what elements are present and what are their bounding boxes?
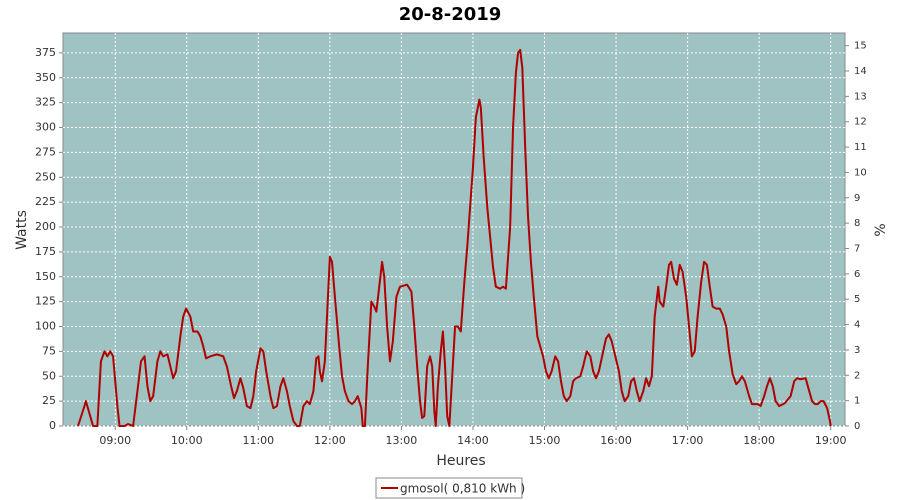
y-tick-label: 100: [35, 320, 56, 333]
y2-tick-label: 13: [854, 91, 867, 102]
y2-tick-label: 7: [854, 244, 860, 255]
y2-tick-label: 15: [854, 41, 867, 52]
legend-label: gmosol( 0,810 kWh ): [400, 482, 525, 496]
data-line: [77, 48, 832, 427]
y-tick-label: 250: [35, 170, 56, 183]
x-tick-label: 18:00: [743, 434, 775, 447]
x-tick-label: 12:00: [314, 434, 346, 447]
y-tick-label: 200: [35, 220, 56, 233]
y2-tick-label: 1: [854, 396, 860, 407]
y2-tick-label: 3: [854, 345, 860, 356]
y2-tick-label: 2: [854, 370, 860, 381]
y-tick-label: 125: [35, 295, 56, 308]
y2-axis-label: %: [873, 223, 889, 236]
y-tick-label: 150: [35, 270, 56, 283]
y2-tick-label: 10: [854, 167, 867, 178]
x-tick-label: 17:00: [672, 434, 704, 447]
y2-tick-label: 4: [854, 320, 860, 331]
y-tick-label: 300: [35, 121, 56, 134]
y-axis-label: Watts: [14, 210, 30, 250]
plot-area: [62, 32, 846, 427]
y2-tick-label: 5: [854, 294, 860, 305]
chart-title: 20-8-2019: [399, 4, 502, 25]
y-tick-label: 225: [35, 195, 56, 208]
y-tick-label: 325: [35, 96, 56, 109]
y2-tick-label: 0: [854, 421, 860, 432]
y2-tick-label: 12: [854, 117, 867, 128]
y-tick-label: 175: [35, 245, 56, 258]
x-tick-label: 15:00: [529, 434, 561, 447]
x-tick-label: 10:00: [171, 434, 203, 447]
x-tick-label: 13:00: [386, 434, 418, 447]
y2-tick-label: 6: [854, 269, 860, 280]
y-tick-label: 0: [49, 419, 56, 432]
y2-tick-label: 8: [854, 218, 860, 229]
legend-box: [375, 477, 523, 499]
y-tick-label: 50: [42, 369, 56, 382]
y2-tick-label: 14: [854, 66, 867, 77]
y-tick-label: 275: [35, 145, 56, 158]
y-tick-label: 75: [42, 344, 56, 357]
x-tick-label: 19:00: [815, 434, 847, 447]
y2-tick-label: 9: [854, 193, 860, 204]
x-tick-label: 11:00: [242, 434, 274, 447]
x-tick-label: 14:00: [457, 434, 489, 447]
x-tick-label: 09:00: [99, 434, 131, 447]
y-tick-label: 375: [35, 46, 56, 59]
y2-tick-label: 11: [854, 142, 867, 153]
x-tick-label: 16:00: [600, 434, 632, 447]
y-tick-label: 25: [42, 394, 56, 407]
y-tick-label: 350: [35, 71, 56, 84]
x-axis-label: Heures: [436, 453, 485, 469]
